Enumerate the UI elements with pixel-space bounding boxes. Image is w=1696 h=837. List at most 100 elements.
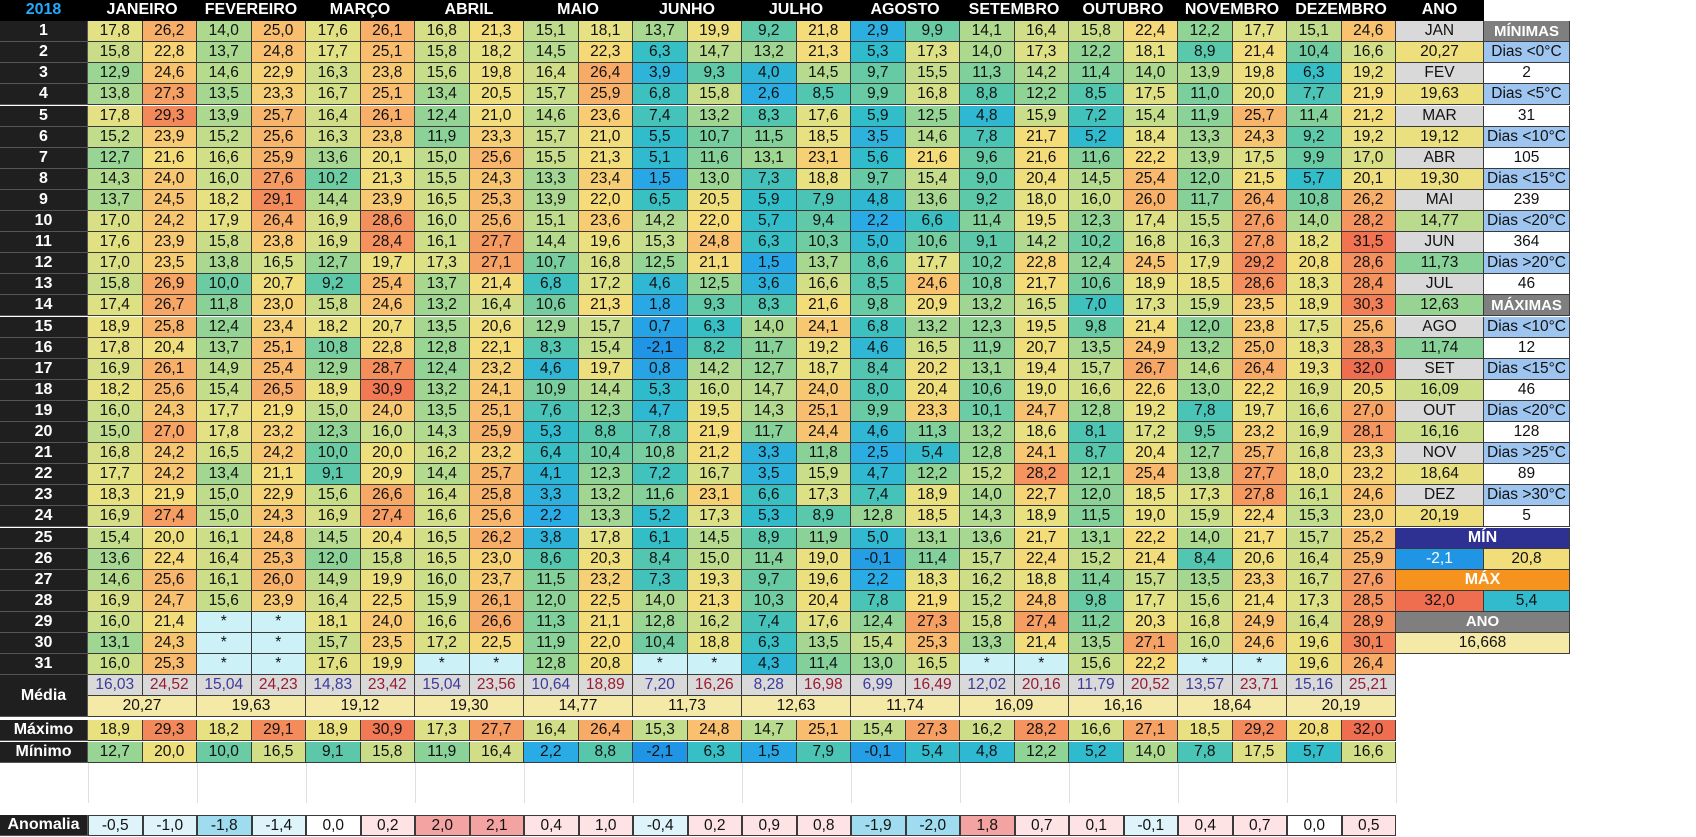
max-temp-cell[interactable]: 26,1 bbox=[360, 105, 415, 127]
max-temp-cell[interactable]: 25,6 bbox=[469, 211, 524, 233]
max-temp-cell[interactable]: 19,5 bbox=[687, 400, 742, 422]
min-temp-cell[interactable]: 0,8 bbox=[633, 358, 688, 380]
max-temp-cell[interactable]: 23,9 bbox=[142, 232, 197, 254]
min-temp-cell[interactable]: 9,2 bbox=[960, 189, 1015, 211]
minimo-cell[interactable]: 20,0 bbox=[142, 741, 197, 763]
min-temp-cell[interactable]: 13,5 bbox=[1069, 633, 1124, 655]
max-temp-cell[interactable]: 27,4 bbox=[142, 506, 197, 528]
min-temp-cell[interactable]: 15,6 bbox=[1069, 654, 1124, 676]
max-temp-cell[interactable]: 21,4 bbox=[1123, 316, 1178, 338]
min-temp-cell[interactable]: 17,0 bbox=[88, 253, 143, 275]
min-temp-cell[interactable]: 14,6 bbox=[88, 569, 143, 591]
max-temp-cell[interactable]: 21,0 bbox=[469, 105, 524, 127]
minimo-cell[interactable]: 1,5 bbox=[742, 741, 797, 763]
min-temp-cell[interactable]: 13,6 bbox=[960, 527, 1015, 549]
max-temp-cell[interactable]: 27,7 bbox=[1232, 464, 1287, 486]
min-temp-cell[interactable]: 7,8 bbox=[960, 126, 1015, 148]
min-temp-cell[interactable]: 16,7 bbox=[306, 84, 361, 106]
min-temp-cell[interactable]: 16,0 bbox=[197, 168, 252, 190]
mean-daily-cell[interactable]: 19,63 bbox=[197, 696, 306, 718]
max-temp-cell[interactable]: 23,2 bbox=[469, 443, 524, 465]
min-temp-cell[interactable]: 15,3 bbox=[633, 232, 688, 254]
max-temp-cell[interactable]: 19,9 bbox=[360, 569, 415, 591]
mean-daily-cell[interactable]: 14,77 bbox=[524, 696, 633, 718]
max-temp-cell[interactable]: 27,0 bbox=[142, 422, 197, 444]
min-temp-cell[interactable]: 5,3 bbox=[742, 506, 797, 528]
min-temp-cell[interactable]: 9,9 bbox=[1287, 147, 1342, 169]
min-temp-cell[interactable]: 13,7 bbox=[415, 274, 470, 296]
max-temp-cell[interactable]: 24,0 bbox=[360, 400, 415, 422]
max-temp-cell[interactable]: 22,5 bbox=[578, 590, 633, 612]
min-temp-cell[interactable]: 14,6 bbox=[524, 105, 579, 127]
max-temp-cell[interactable]: 27,4 bbox=[1014, 611, 1069, 633]
min-temp-cell[interactable]: 3,3 bbox=[524, 485, 579, 507]
min-temp-cell[interactable]: 5,3 bbox=[851, 42, 906, 64]
maximo-cell[interactable]: 27,1 bbox=[1123, 720, 1178, 742]
anomaly-cell[interactable]: 0,9 bbox=[742, 815, 797, 837]
min-temp-cell[interactable]: 12,8 bbox=[633, 611, 688, 633]
min-temp-cell[interactable]: 16,1 bbox=[197, 569, 252, 591]
min-temp-cell[interactable]: 13,7 bbox=[88, 189, 143, 211]
maximo-cell[interactable]: 29,3 bbox=[142, 720, 197, 742]
mean-daily-cell[interactable]: 20,19 bbox=[1287, 696, 1396, 718]
max-temp-cell[interactable]: 24,3 bbox=[1232, 126, 1287, 148]
max-temp-cell[interactable]: 16,8 bbox=[578, 253, 633, 275]
max-temp-cell[interactable]: 24,3 bbox=[142, 400, 197, 422]
min-temp-cell[interactable]: 6,3 bbox=[1287, 63, 1342, 85]
min-temp-cell[interactable]: 13,1 bbox=[960, 358, 1015, 380]
min-temp-cell[interactable]: 15,8 bbox=[1069, 21, 1124, 43]
mean-cell[interactable]: 10,64 bbox=[524, 675, 579, 697]
max-temp-cell[interactable]: 22,5 bbox=[469, 633, 524, 655]
min-temp-cell[interactable]: 6,6 bbox=[742, 485, 797, 507]
min-temp-cell[interactable]: 4,7 bbox=[851, 464, 906, 486]
min-temp-cell[interactable]: * bbox=[197, 611, 252, 633]
min-temp-cell[interactable]: 12,2 bbox=[1178, 21, 1233, 43]
max-temp-cell[interactable]: 26,1 bbox=[469, 590, 524, 612]
max-temp-cell[interactable]: 19,7 bbox=[360, 253, 415, 275]
min-temp-cell[interactable]: 9,1 bbox=[960, 232, 1015, 254]
max-temp-cell[interactable]: 16,8 bbox=[905, 84, 960, 106]
min-count-value[interactable]: 31 bbox=[1484, 105, 1570, 127]
max-temp-cell[interactable]: 13,3 bbox=[578, 506, 633, 528]
max-temp-cell[interactable]: 18,6 bbox=[1014, 422, 1069, 444]
min-temp-cell[interactable]: 17,7 bbox=[306, 42, 361, 64]
min-temp-cell[interactable]: 15,5 bbox=[1178, 211, 1233, 233]
max-temp-cell[interactable]: 23,8 bbox=[1232, 316, 1287, 338]
max-temp-cell[interactable]: 20,4 bbox=[1123, 443, 1178, 465]
max-temp-cell[interactable]: 15,4 bbox=[578, 337, 633, 359]
mean-cell[interactable]: 8,28 bbox=[742, 675, 797, 697]
max-temp-cell[interactable]: 25,8 bbox=[142, 316, 197, 338]
min-temp-cell[interactable]: 16,5 bbox=[415, 548, 470, 570]
min-temp-cell[interactable]: 12,8 bbox=[415, 337, 470, 359]
max-temp-cell[interactable]: 24,3 bbox=[142, 633, 197, 655]
max-temp-cell[interactable]: 9,3 bbox=[687, 63, 742, 85]
max-temp-cell[interactable]: 7,9 bbox=[796, 189, 851, 211]
min-temp-cell[interactable]: 17,5 bbox=[1287, 316, 1342, 338]
min-temp-cell[interactable]: 1,8 bbox=[633, 295, 688, 317]
min-temp-cell[interactable]: 14,6 bbox=[1178, 358, 1233, 380]
min-temp-cell[interactable]: 18,9 bbox=[306, 379, 361, 401]
max-temp-cell[interactable]: 24,2 bbox=[251, 443, 306, 465]
min-temp-cell[interactable]: -0,1 bbox=[851, 548, 906, 570]
minimo-cell[interactable]: 9,1 bbox=[306, 741, 361, 763]
min-temp-cell[interactable]: 5,6 bbox=[851, 147, 906, 169]
max-temp-cell[interactable]: 24,9 bbox=[1232, 611, 1287, 633]
min-temp-cell[interactable]: 18,3 bbox=[1287, 337, 1342, 359]
max-temp-cell[interactable]: 21,4 bbox=[142, 611, 197, 633]
min-temp-cell[interactable]: 3,9 bbox=[633, 63, 688, 85]
mean-cell[interactable]: 13,57 bbox=[1178, 675, 1233, 697]
min-temp-cell[interactable]: 13,3 bbox=[1178, 126, 1233, 148]
max-temp-cell[interactable]: 24,0 bbox=[796, 379, 851, 401]
min-temp-cell[interactable]: 13,8 bbox=[1178, 464, 1233, 486]
anomaly-cell[interactable]: 0,4 bbox=[1178, 815, 1233, 837]
min-temp-cell[interactable]: 15,2 bbox=[88, 126, 143, 148]
min-temp-cell[interactable]: 15,7 bbox=[1069, 358, 1124, 380]
min-temp-cell[interactable]: 10,0 bbox=[306, 443, 361, 465]
min-temp-cell[interactable]: 10,2 bbox=[1069, 232, 1124, 254]
min-temp-cell[interactable]: 11,4 bbox=[960, 211, 1015, 233]
max-temp-cell[interactable]: 22,3 bbox=[578, 42, 633, 64]
min-temp-cell[interactable]: 1,5 bbox=[633, 168, 688, 190]
max-temp-cell[interactable]: 11,9 bbox=[796, 527, 851, 549]
max-temp-cell[interactable]: 6,6 bbox=[905, 211, 960, 233]
maximo-cell[interactable]: 25,1 bbox=[796, 720, 851, 742]
